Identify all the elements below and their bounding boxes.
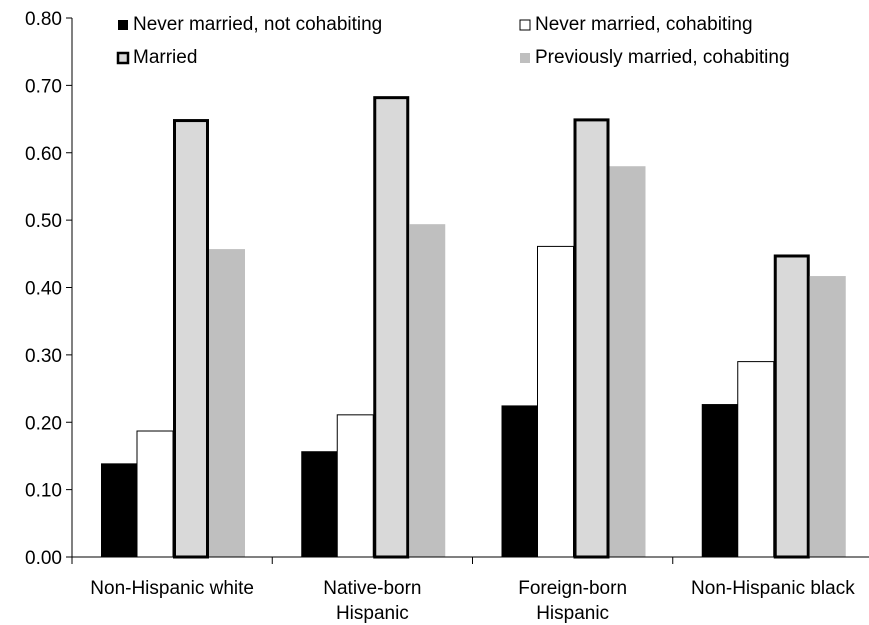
bar-3-1 [173, 119, 209, 559]
bar-3-2 [373, 96, 410, 559]
legend-label-4: Previously married, cohabiting [535, 47, 790, 68]
bar-1-2 [301, 451, 338, 557]
y-tick-label: 0.30 [25, 346, 62, 367]
bar-4-4 [809, 276, 846, 557]
bar-2-4 [737, 361, 775, 558]
legend-label-2: Never married, cohabiting [535, 14, 753, 35]
y-tick-label: 0.50 [25, 211, 62, 232]
bar-2-2 [336, 414, 374, 558]
bar-4-3 [609, 166, 646, 557]
y-tick-label: 0.00 [25, 548, 62, 569]
legend-swatch-3 [116, 51, 130, 65]
legend-label-3: Married [133, 47, 197, 68]
x-category-label: Foreign-born [518, 578, 627, 599]
x-category-label: Hispanic [536, 603, 609, 624]
y-tick-label: 0.60 [25, 144, 62, 165]
x-axis: Non-Hispanic white Native-born Hispanic For… [71, 556, 869, 624]
bar-4-1 [209, 249, 245, 557]
y-tick-label: 0.80 [25, 9, 62, 30]
legend-swatch-4 [520, 53, 530, 63]
bars [101, 96, 846, 559]
legend-label-1: Never married, not cohabiting [133, 14, 382, 35]
bar-2-1 [136, 430, 174, 558]
x-category-label: Non-Hispanic white [90, 578, 254, 599]
legend-swatch-1 [118, 20, 128, 30]
legend-swatch-2 [519, 19, 531, 31]
bar-1-4 [701, 404, 738, 557]
x-category-label: Native-born [323, 578, 421, 599]
y-tick-label: 0.40 [25, 279, 62, 300]
y-axis: 0.00 0.10 0.20 0.30 0.40 0.50 0.60 0.70 0.80 [25, 9, 73, 569]
bar-4-2 [409, 224, 446, 558]
x-category-label: Non-Hispanic black [691, 578, 855, 599]
bar-3-3 [573, 118, 610, 559]
x-category-label: Hispanic [336, 603, 409, 624]
bar-3-4 [773, 254, 810, 559]
bar-2-3 [537, 245, 574, 558]
bar-1-1 [101, 463, 137, 557]
legend: Never married, not cohabiting Never marri… [116, 14, 790, 68]
y-tick-label: 0.20 [25, 413, 62, 434]
bar-1-3 [501, 405, 538, 557]
y-tick-label: 0.70 [25, 76, 62, 97]
y-tick-label: 0.10 [25, 481, 62, 502]
